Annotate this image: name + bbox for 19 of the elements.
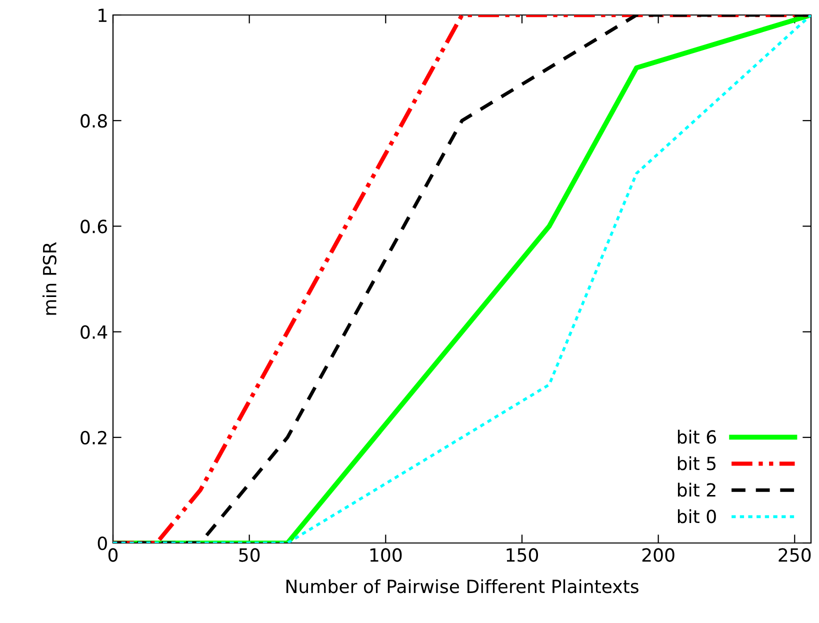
x-tick-label: 0	[108, 548, 118, 562]
line-series	[113, 15, 811, 543]
x-tick-label: 250	[778, 548, 811, 562]
x-axis-title: Number of Pairwise Different Plaintexts	[286, 579, 638, 594]
legend-label: bit 6	[678, 430, 716, 444]
legend-label: bit 5	[678, 456, 716, 470]
y-axis-title: min PSR	[42, 242, 56, 315]
legend-label: bit 2	[678, 482, 716, 497]
x-tick-label: 50	[239, 548, 260, 562]
x-tick-label: 200	[642, 548, 674, 562]
x-tick-label: 100	[370, 548, 402, 562]
y-tick-label: 0.4	[80, 325, 108, 339]
y-tick-label: 0.6	[80, 220, 108, 234]
x-tick-label: 150	[506, 548, 538, 562]
y-tick-label: 1	[98, 8, 106, 22]
y-tick-label: 0.2	[80, 430, 106, 445]
y-tick-label: 0.8	[80, 114, 107, 128]
y-tick-label: 0	[98, 536, 107, 550]
legend-label: bit 0	[678, 509, 716, 524]
